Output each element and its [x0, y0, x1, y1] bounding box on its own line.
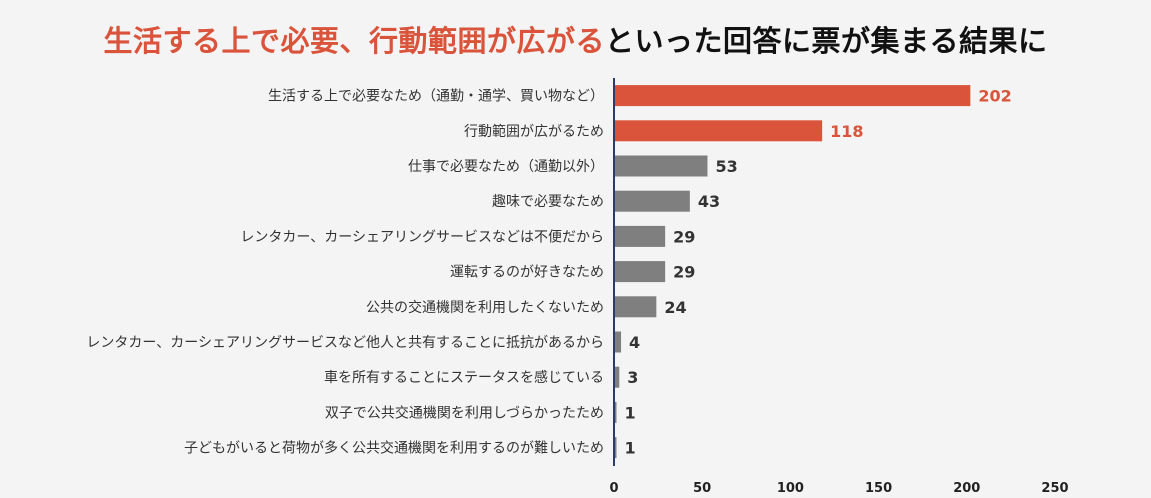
title-rest: といった回答に票が集まる結果に	[605, 24, 1048, 58]
value-label-7: 4	[629, 333, 640, 352]
category-label-6: 公共の交通機関を利用したくないため	[366, 299, 604, 316]
bar-9	[615, 401, 617, 423]
value-label-5: 29	[673, 263, 695, 282]
bar-1	[615, 120, 823, 142]
x-tick-label-4: 200	[953, 481, 980, 496]
bar-4	[615, 225, 666, 247]
value-label-3: 43	[698, 192, 720, 211]
bar-7	[615, 331, 622, 353]
value-label-6: 24	[664, 298, 686, 317]
bar-8	[615, 366, 620, 388]
value-label-2: 53	[715, 157, 737, 176]
category-label-7: レンタカー、カーシェアリングサービスなど他人と共有することに抵抗があるから	[86, 335, 604, 351]
category-label-10: 子どもがいると荷物が多く公共交通機関を利用するのが難しいため	[184, 440, 604, 457]
category-label-9: 双子で公共交通機関を利用しづらかったため	[325, 404, 604, 421]
chart-title: 生活する上で必要、行動範囲が広がるといった回答に票が集まる結果に	[0, 18, 1151, 60]
x-tick-label-5: 250	[1041, 481, 1068, 496]
value-label-1: 118	[830, 122, 863, 141]
bar-3	[615, 190, 690, 212]
category-label-1: 行動範囲が広がるため	[464, 123, 604, 140]
x-tick-label-0: 0	[609, 481, 618, 496]
bar-5	[615, 261, 666, 283]
x-tick-label-2: 100	[777, 481, 804, 496]
category-label-8: 車を所有することにステータスを感じている	[324, 369, 604, 386]
bar-0	[615, 85, 971, 107]
title-highlight: 生活する上で必要、行動範囲が広がる	[103, 24, 605, 58]
x-tick-label-1: 50	[693, 481, 711, 496]
value-label-4: 29	[673, 227, 695, 246]
category-label-2: 仕事で必要なため（通勤以外）	[408, 159, 604, 175]
category-label-4: レンタカー、カーシェアリングサービスなどは不便だから	[240, 229, 604, 245]
bar-2	[615, 155, 708, 177]
category-label-5: 運転するのが好きなため	[450, 265, 604, 281]
category-label-3: 趣味で必要なため	[492, 194, 604, 210]
bar-10	[615, 437, 617, 459]
category-label-0: 生活する上で必要なため（通勤・通学、買い物など）	[268, 89, 604, 105]
value-label-10: 1	[625, 439, 636, 458]
bar-6	[615, 296, 657, 318]
value-label-8: 3	[627, 368, 638, 387]
value-label-0: 202	[978, 87, 1011, 106]
x-tick-label-3: 150	[865, 481, 892, 496]
value-label-9: 1	[625, 403, 636, 422]
